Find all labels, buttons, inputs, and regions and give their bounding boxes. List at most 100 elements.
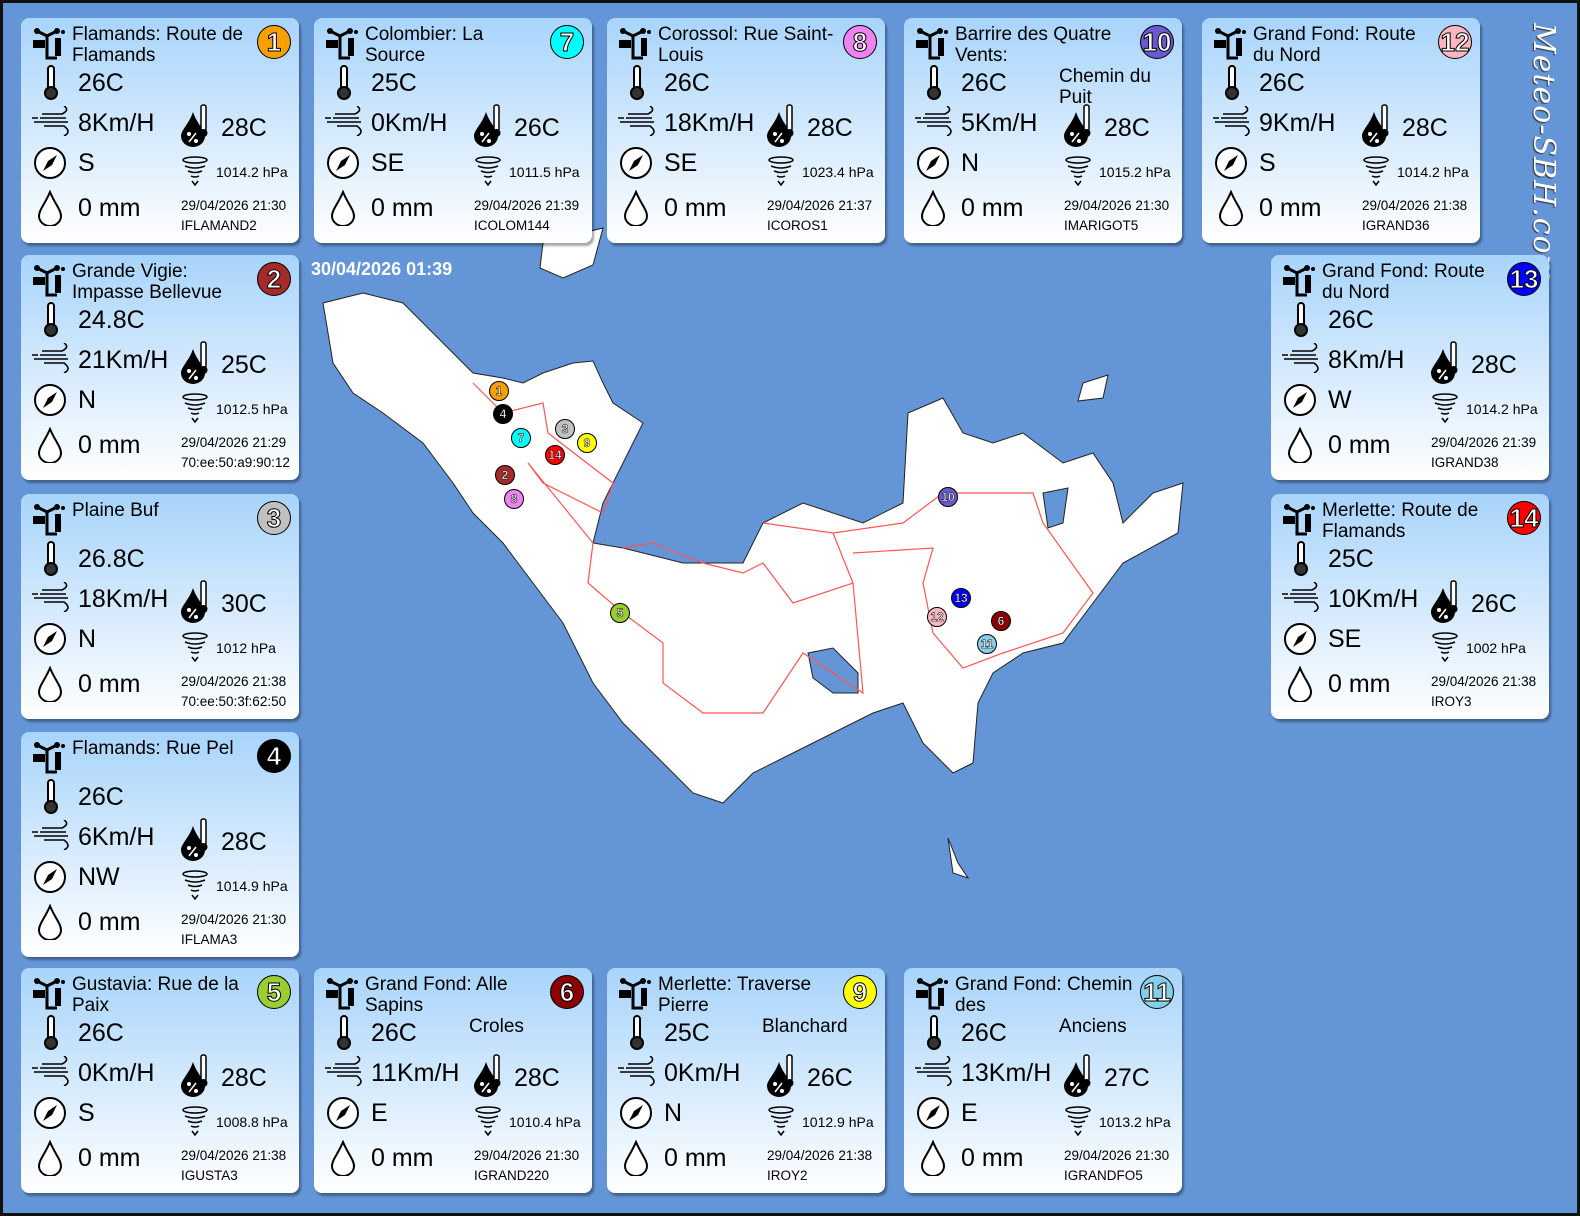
compass-icon — [619, 146, 653, 185]
pressure: 1014.2 hPa — [216, 164, 288, 180]
weather-station-icon — [1212, 26, 1248, 62]
map-marker-station-5[interactable]: 5 — [610, 603, 630, 623]
wind-speed: 5Km/H — [961, 109, 1038, 137]
thermometer-icon — [41, 301, 61, 342]
station-id: IROY3 — [1431, 694, 1472, 709]
wind-speed: 10Km/H — [1328, 585, 1419, 613]
rainfall: 0 mm — [78, 431, 141, 459]
pressure: 1014.2 hPa — [1397, 164, 1469, 180]
wind-speed: 21Km/H — [78, 346, 169, 374]
temperature: 26C — [78, 69, 124, 97]
station-number-badge: 11 — [1140, 975, 1174, 1009]
rainfall: 0 mm — [78, 194, 141, 222]
weather-station-icon — [914, 976, 950, 1012]
weather-station-icon — [324, 976, 360, 1012]
raindrop-icon — [920, 189, 946, 231]
raindrop-icon — [37, 903, 63, 945]
temperature: 26.8C — [78, 545, 145, 573]
station-card[interactable]: Flamands: Route de Flamands 1 26C 8Km/H … — [21, 18, 299, 243]
humidity-feels-like-icon — [1431, 341, 1461, 390]
feels-like-temperature: 30C — [221, 590, 267, 618]
station-number-badge: 14 — [1507, 501, 1541, 535]
station-card[interactable]: Merlette: Route de Flamands 14 25C 10Km/… — [1271, 494, 1549, 719]
observation-time: 29/04/2026 21:30 — [181, 912, 287, 927]
wind-direction: NW — [78, 863, 120, 891]
station-number-badge: 1 — [257, 25, 291, 59]
map-marker-station-3[interactable]: 3 — [555, 419, 575, 439]
temperature: 26C — [78, 783, 124, 811]
wind-direction: W — [1328, 386, 1352, 414]
pressure: 1015.2 hPa — [1099, 164, 1171, 180]
raindrop-icon — [1287, 426, 1313, 468]
map-marker-station-12[interactable]: 12 — [927, 607, 947, 627]
wind-icon — [1211, 105, 1253, 141]
wind-speed: 8Km/H — [78, 109, 155, 137]
map-marker-station-13[interactable]: 13 — [951, 588, 971, 608]
barometer-icon — [1064, 156, 1092, 191]
station-card[interactable]: Grande Vigie: Impasse Bellevue 2 24.8C 2… — [21, 255, 299, 480]
station-name-overflow: Chemin du Puit — [1059, 66, 1151, 108]
wind-icon — [913, 1055, 955, 1091]
island-map[interactable] — [3, 3, 1580, 1216]
wind-speed: 18Km/H — [78, 585, 169, 613]
pressure: 1012 hPa — [216, 640, 276, 656]
station-card[interactable]: Colombier: La Source 7 25C 0Km/H SE 0 mm… — [314, 18, 592, 243]
weather-station-icon — [31, 976, 67, 1012]
raindrop-icon — [623, 1139, 649, 1181]
station-card[interactable]: Grand Fond: Chemin des Anciens 11 26C 13… — [904, 968, 1182, 1193]
rainfall: 0 mm — [78, 908, 141, 936]
station-card[interactable]: Merlette: Traverse Pierre Blanchard 9 25… — [607, 968, 885, 1193]
wind-direction: E — [371, 1099, 388, 1127]
station-id: IFLAMA3 — [181, 932, 238, 947]
station-card[interactable]: Barrire des Quatre Vents: Chemin du Puit… — [904, 18, 1182, 243]
observation-time: 29/04/2026 21:30 — [474, 1148, 580, 1163]
compass-icon — [916, 146, 950, 185]
barometer-icon — [181, 632, 209, 667]
station-name: Grande Vigie: Impasse Bellevue — [72, 261, 222, 303]
station-card[interactable]: Grand Fond: Route du Nord 12 26C 9Km/H S… — [1202, 18, 1480, 243]
pressure: 1012.5 hPa — [216, 401, 288, 417]
feels-like-temperature: 28C — [1471, 351, 1517, 379]
rainfall: 0 mm — [961, 1144, 1024, 1172]
map-marker-station-7[interactable]: 7 — [511, 428, 531, 448]
wind-icon — [30, 105, 72, 141]
map-marker-station-10[interactable]: 10 — [938, 487, 958, 507]
map-marker-station-8[interactable]: 8 — [504, 489, 524, 509]
station-card[interactable]: Flamands: Rue Pel 4 26C 6Km/H NW 0 mm 28… — [21, 732, 299, 957]
raindrop-icon — [37, 189, 63, 231]
wind-direction: SE — [371, 149, 405, 177]
wind-icon — [616, 1055, 658, 1091]
map-marker-station-2[interactable]: 2 — [495, 465, 515, 485]
map-marker-station-6[interactable]: 6 — [991, 611, 1011, 631]
station-number-badge: 5 — [257, 975, 291, 1009]
map-marker-station-4[interactable]: 4 — [493, 404, 513, 424]
station-card[interactable]: Corossol: Rue Saint-Louis 8 26C 18Km/H S… — [607, 18, 885, 243]
wind-direction: N — [78, 625, 97, 653]
humidity-feels-like-icon — [181, 104, 211, 153]
station-card[interactable]: Gustavia: Rue de la Paix 5 26C 0Km/H S 0… — [21, 968, 299, 1193]
station-number-badge: 7 — [550, 25, 584, 59]
raindrop-icon — [920, 1139, 946, 1181]
map-marker-station-9[interactable]: 9 — [577, 433, 597, 453]
station-id: 70:ee:50:3f:62:50 — [181, 694, 287, 709]
compass-icon — [326, 146, 360, 185]
map-marker-station-1[interactable]: 1 — [489, 381, 509, 401]
feels-like-temperature: 28C — [807, 114, 853, 142]
observation-time: 29/04/2026 21:38 — [767, 1148, 873, 1163]
station-card[interactable]: Grand Fond: Route du Nord 13 26C 8Km/H W… — [1271, 255, 1549, 480]
wind-direction: N — [961, 149, 980, 177]
observation-time: 29/04/2026 21:38 — [181, 674, 287, 689]
station-card[interactable]: Grand Fond: Alle Sapins Croles 6 26C 11K… — [314, 968, 592, 1193]
station-card[interactable]: Plaine Buf 3 26.8C 18Km/H N 0 mm 30C 101… — [21, 494, 299, 719]
map-marker-station-14[interactable]: 14 — [545, 445, 565, 465]
weather-station-icon — [31, 263, 67, 299]
rainfall: 0 mm — [664, 1144, 727, 1172]
compass-icon — [1283, 383, 1317, 422]
wind-speed: 18Km/H — [664, 109, 755, 137]
station-id: IMARIGOT5 — [1064, 218, 1139, 233]
feels-like-temperature: 28C — [221, 114, 267, 142]
compass-icon — [916, 1096, 950, 1135]
barometer-icon — [474, 156, 502, 191]
humidity-feels-like-icon — [474, 104, 504, 153]
map-marker-station-11[interactable]: 11 — [977, 634, 997, 654]
